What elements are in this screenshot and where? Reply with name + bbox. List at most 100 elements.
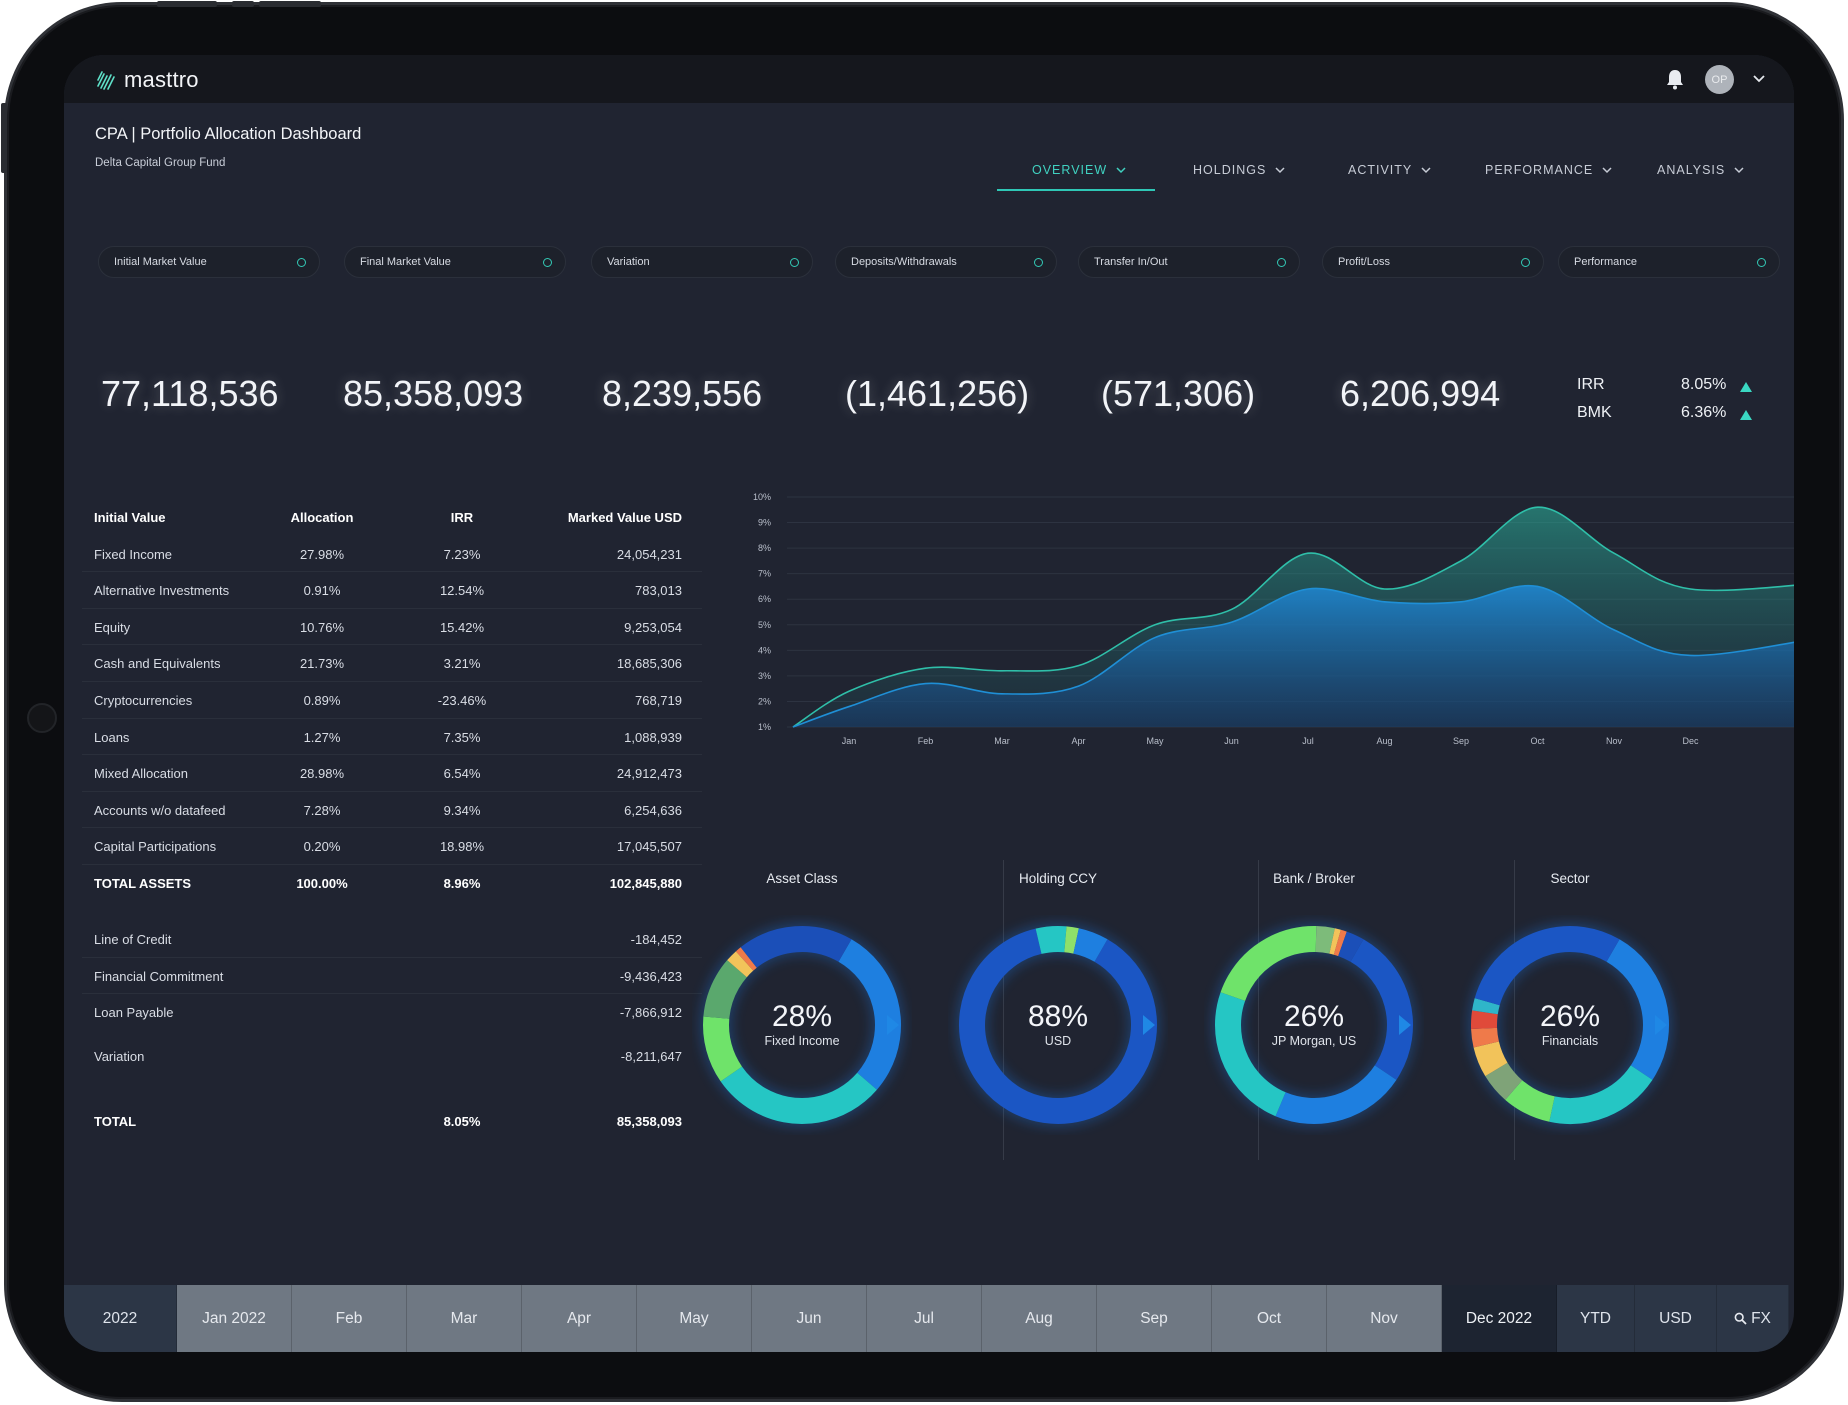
metric-label: Deposits/Withdrawals <box>851 256 957 268</box>
fx-search-button[interactable]: FX <box>1717 1285 1789 1352</box>
period-year[interactable]: 2022 <box>64 1285 177 1352</box>
y-tick-label: 7% <box>758 569 771 579</box>
donut-chart[interactable] <box>948 915 1168 1135</box>
donut-bank-broker[interactable]: Bank / Broker 26% JP Morgan, US <box>1186 860 1442 1160</box>
table-row[interactable]: Cash and Equivalents 21.73% 3.21% 18,685,30… <box>82 645 702 682</box>
table-row[interactable]: Mixed Allocation 28.98% 6.54% 24,912,473 <box>82 755 702 792</box>
donut-segment[interactable] <box>1460 915 1680 1135</box>
currency-selector[interactable]: USD <box>1635 1285 1717 1352</box>
donut-sector[interactable]: Sector 26% Financials <box>1442 860 1698 1160</box>
info-icon <box>790 258 799 267</box>
donut-holding-ccy[interactable]: Holding CCY 88% USD <box>930 860 1186 1160</box>
hardware-button <box>259 1 321 7</box>
period-sep[interactable]: Sep <box>1097 1285 1212 1352</box>
table-row[interactable]: Alternative Investments 0.91% 12.54% 783,01… <box>82 572 702 609</box>
cell: 6.54% <box>443 766 481 782</box>
cell: 3.21% <box>443 656 481 672</box>
tab-performance[interactable]: PERFORMANCE <box>1485 156 1613 184</box>
period-dec[interactable]: Dec 2022 <box>1442 1285 1557 1352</box>
liability-row[interactable]: Line of Credit -184,452 <box>82 921 702 958</box>
donut-segment[interactable] <box>1204 915 1424 1135</box>
donut-segment[interactable] <box>692 915 912 1135</box>
bell-icon[interactable] <box>1665 68 1685 90</box>
period-nov[interactable]: Nov <box>1327 1285 1442 1352</box>
period-label: Jul <box>914 1309 934 1327</box>
cell: -7,866,912 <box>619 1005 682 1021</box>
period-mar[interactable]: Mar <box>407 1285 522 1352</box>
ytd-button[interactable]: YTD <box>1557 1285 1635 1352</box>
period-jan[interactable]: Jan 2022 <box>177 1285 292 1352</box>
table-row[interactable]: Equity 10.76% 15.42% 9,253,054 <box>82 609 702 646</box>
cell: 0.89% <box>303 692 341 708</box>
page-subtitle: Delta Capital Group Fund <box>95 157 226 169</box>
cell: -184,452 <box>630 931 682 947</box>
donut-asset-class[interactable]: Asset Class 28% Fixed Income <box>674 860 930 1160</box>
donut-segment[interactable] <box>692 915 912 1135</box>
period-aug[interactable]: Aug <box>982 1285 1097 1352</box>
table-row[interactable]: Fixed Income 27.98% 7.23% 24,054,231 <box>82 536 702 573</box>
liability-row[interactable]: Loan Payable -7,866,912 <box>82 994 702 1031</box>
period-apr[interactable]: Apr <box>522 1285 637 1352</box>
tab-overview[interactable]: OVERVIEW <box>1032 156 1127 184</box>
metric-deposits-withdrawals[interactable]: Deposits/Withdrawals <box>835 246 1057 278</box>
donut-segment[interactable] <box>1204 915 1424 1135</box>
metric-variation[interactable]: Variation <box>591 246 813 278</box>
profit-loss-value: 6,206,994 <box>1340 373 1501 414</box>
period-may[interactable]: May <box>637 1285 752 1352</box>
avatar[interactable]: OP <box>1705 65 1734 94</box>
final-market-value: 85,358,093 <box>343 373 524 414</box>
metric-final-market-value[interactable]: Final Market Value <box>344 246 566 278</box>
metric-transfer-in-out[interactable]: Transfer In/Out <box>1078 246 1300 278</box>
period-label: Jun <box>796 1309 822 1327</box>
cell: Loans <box>94 729 130 745</box>
tab-label: PERFORMANCE <box>1485 163 1594 177</box>
period-label: Oct <box>1256 1309 1282 1327</box>
liability-row[interactable]: Financial Commitment -9,436,423 <box>82 958 702 995</box>
donut-segment[interactable] <box>948 915 1168 1135</box>
period-feb[interactable]: Feb <box>292 1285 407 1352</box>
chevron-down-icon[interactable] <box>1752 72 1766 86</box>
donut-chart[interactable] <box>692 915 912 1135</box>
donut-segment[interactable] <box>692 915 912 1135</box>
table-row[interactable]: Accounts w/o datafeed 7.28% 9.34% 6,254,636 <box>82 792 702 829</box>
total-row[interactable]: TOTAL 8.05% 85,358,093 <box>82 1087 702 1147</box>
divider <box>1258 860 1259 1160</box>
tab-activity[interactable]: ACTIVITY <box>1348 156 1432 184</box>
info-icon <box>543 258 552 267</box>
donut-center: 88% USD <box>930 1002 1186 1049</box>
table-row[interactable]: Cryptocurrencies 0.89% -23.46% 768,719 <box>82 682 702 719</box>
metric-performance[interactable]: Performance <box>1558 246 1780 278</box>
table-row[interactable]: Capital Participations 0.20% 18.98% 17,045,… <box>82 828 702 865</box>
variation-row[interactable]: Variation -8,211,647 <box>82 1031 702 1087</box>
donut-chart[interactable] <box>1460 915 1680 1135</box>
period-oct[interactable]: Oct <box>1212 1285 1327 1352</box>
period-jun[interactable]: Jun <box>752 1285 867 1352</box>
metric-label: Initial Market Value <box>114 256 207 268</box>
brand-logo[interactable]: masttro <box>94 67 199 93</box>
tab-analysis[interactable]: ANALYSIS <box>1657 156 1745 184</box>
period-jul[interactable]: Jul <box>867 1285 982 1352</box>
metric-profit-loss[interactable]: Profit/Loss <box>1322 246 1544 278</box>
cell: TOTAL ASSETS <box>94 875 192 891</box>
cell: 85,358,093 <box>616 1113 682 1129</box>
cell: Line of Credit <box>94 931 172 947</box>
total-assets-row[interactable]: TOTAL ASSETS 100.00% 8.96% 102,845,880 <box>82 865 702 921</box>
cell: Mixed Allocation <box>94 766 188 782</box>
metric-initial-market-value[interactable]: Initial Market Value <box>98 246 320 278</box>
divider <box>1003 860 1004 1160</box>
cell: 18.98% <box>439 839 485 855</box>
deposits-withdrawals-value: (1,461,256) <box>845 373 1030 414</box>
period-label: Apr <box>566 1309 592 1327</box>
donut-center: 26% Financials <box>1442 1002 1698 1049</box>
tab-holdings[interactable]: HOLDINGS <box>1193 156 1286 184</box>
donut-chart[interactable] <box>1204 915 1424 1135</box>
cell: 21.73% <box>299 656 345 672</box>
table-row[interactable]: Loans 1.27% 7.35% 1,088,939 <box>82 719 702 756</box>
cell: -9,436,423 <box>619 968 682 984</box>
cell: Cash and Equivalents <box>94 656 221 672</box>
tab-label: OVERVIEW <box>1032 163 1108 177</box>
donut-segment[interactable] <box>1204 915 1424 1135</box>
cell: 100.00% <box>296 875 348 891</box>
donut-segment[interactable] <box>1460 915 1680 1135</box>
donut-pointer <box>1655 1015 1667 1035</box>
